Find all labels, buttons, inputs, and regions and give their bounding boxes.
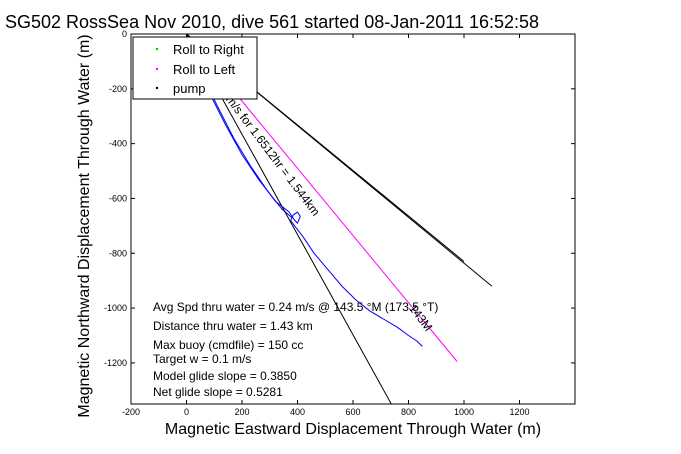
legend-label-roll-right: Roll to Right	[173, 42, 244, 57]
legend-label-roll-left: Roll to Left	[173, 62, 236, 77]
y-axis: 0 -200 -400 -600 -800 -1000 -1200	[104, 29, 575, 368]
x-tick-label: 200	[234, 407, 249, 417]
y-tick-label: -800	[109, 248, 127, 258]
legend-marker-pump	[155, 86, 159, 90]
legend-marker-roll-left	[155, 67, 159, 71]
series-line-0	[186, 34, 423, 347]
x-axis: -200 0 200 400 600 800 1000 1200	[122, 34, 530, 417]
stat-net-glide: Net glide slope = 0.5281	[153, 385, 283, 399]
x-axis-label: Magnetic Eastward Displacement Through W…	[165, 421, 541, 438]
stat-max-buoy: Max buoy (cmdfile) = 150 cc	[153, 338, 303, 352]
y-axis-label: Magnetic Northward Displacement Through …	[76, 34, 93, 417]
legend: Roll to Right Roll to Left pump	[132, 36, 258, 100]
y-tick-label: -1200	[104, 358, 127, 368]
x-tick-label: 400	[290, 407, 305, 417]
x-tick-label: -200	[122, 407, 140, 417]
x-tick-label: 600	[345, 407, 360, 417]
x-tick-label: 0	[184, 407, 189, 417]
y-tick-label: -1000	[104, 303, 127, 313]
stat-model-glide: Model glide slope = 0.3850	[153, 369, 297, 383]
legend-marker-roll-right	[155, 47, 159, 51]
x-tick-label: 1200	[509, 407, 529, 417]
stat-distance: Distance thru water = 1.43 km	[153, 319, 313, 333]
legend-box	[132, 36, 258, 100]
y-tick-label: -600	[109, 193, 127, 203]
y-tick-label: 0	[122, 29, 127, 39]
chart-title: SG502 RossSea Nov 2010, dive 561 started…	[5, 12, 539, 32]
stat-target-w: Target w = 0.1 m/s	[153, 352, 251, 366]
stat-avg-speed: Avg Spd thru water = 0.24 m/s @ 143.5 °M…	[153, 300, 438, 314]
y-tick-label: -400	[109, 139, 127, 149]
stats-block: Avg Spd thru water = 0.24 m/s @ 143.5 °M…	[153, 300, 438, 399]
x-tick-label: 800	[401, 407, 416, 417]
x-tick-label: 1000	[454, 407, 474, 417]
legend-label-pump: pump	[173, 81, 206, 96]
y-tick-label: -200	[109, 84, 127, 94]
